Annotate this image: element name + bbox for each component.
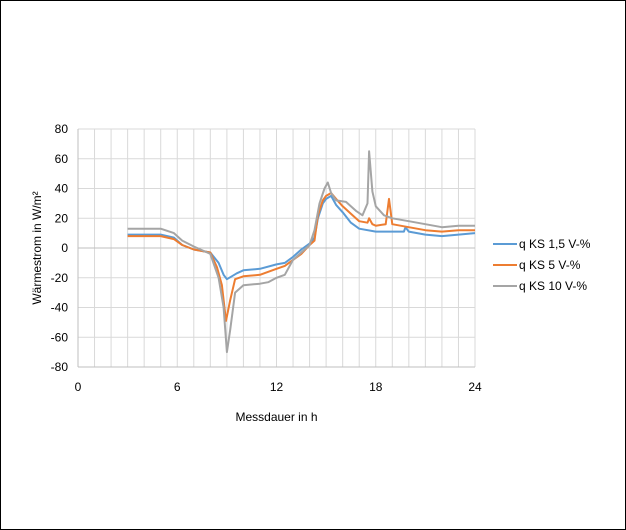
legend-label: q KS 1,5 V-% <box>519 237 591 251</box>
y-tick-label: 40 <box>55 182 69 196</box>
y-axis-title: Wärmestrom in W/m² <box>30 191 44 304</box>
series-line-3 <box>127 150 475 354</box>
x-tick-label: 24 <box>468 380 482 394</box>
y-tick-label: 0 <box>61 241 68 255</box>
y-tick-label: -60 <box>51 330 69 344</box>
x-axis-title: Messdauer in h <box>235 410 317 424</box>
series-line-2 <box>127 192 475 322</box>
x-tick-label: 18 <box>369 380 383 394</box>
tick-labels: -80 -60 -40 -20 0 20 40 60 80 0 6 12 18 24 <box>51 122 482 394</box>
y-tick-label: -40 <box>51 301 69 315</box>
x-tick-label: 12 <box>270 380 284 394</box>
legend: q KS 1,5 V-% q KS 5 V-% q KS 10 V-% <box>493 237 591 293</box>
y-tick-label: -80 <box>51 360 69 374</box>
legend-label: q KS 10 V-% <box>519 279 587 293</box>
y-tick-label: -20 <box>51 271 69 285</box>
legend-label: q KS 5 V-% <box>519 258 581 272</box>
y-tick-label: 20 <box>55 211 69 225</box>
y-tick-label: 60 <box>55 152 69 166</box>
x-tick-label: 6 <box>174 380 181 394</box>
x-tick-label: 0 <box>75 380 82 394</box>
axes <box>77 129 475 368</box>
series-lines <box>127 150 476 354</box>
y-tick-label: 80 <box>55 122 69 136</box>
